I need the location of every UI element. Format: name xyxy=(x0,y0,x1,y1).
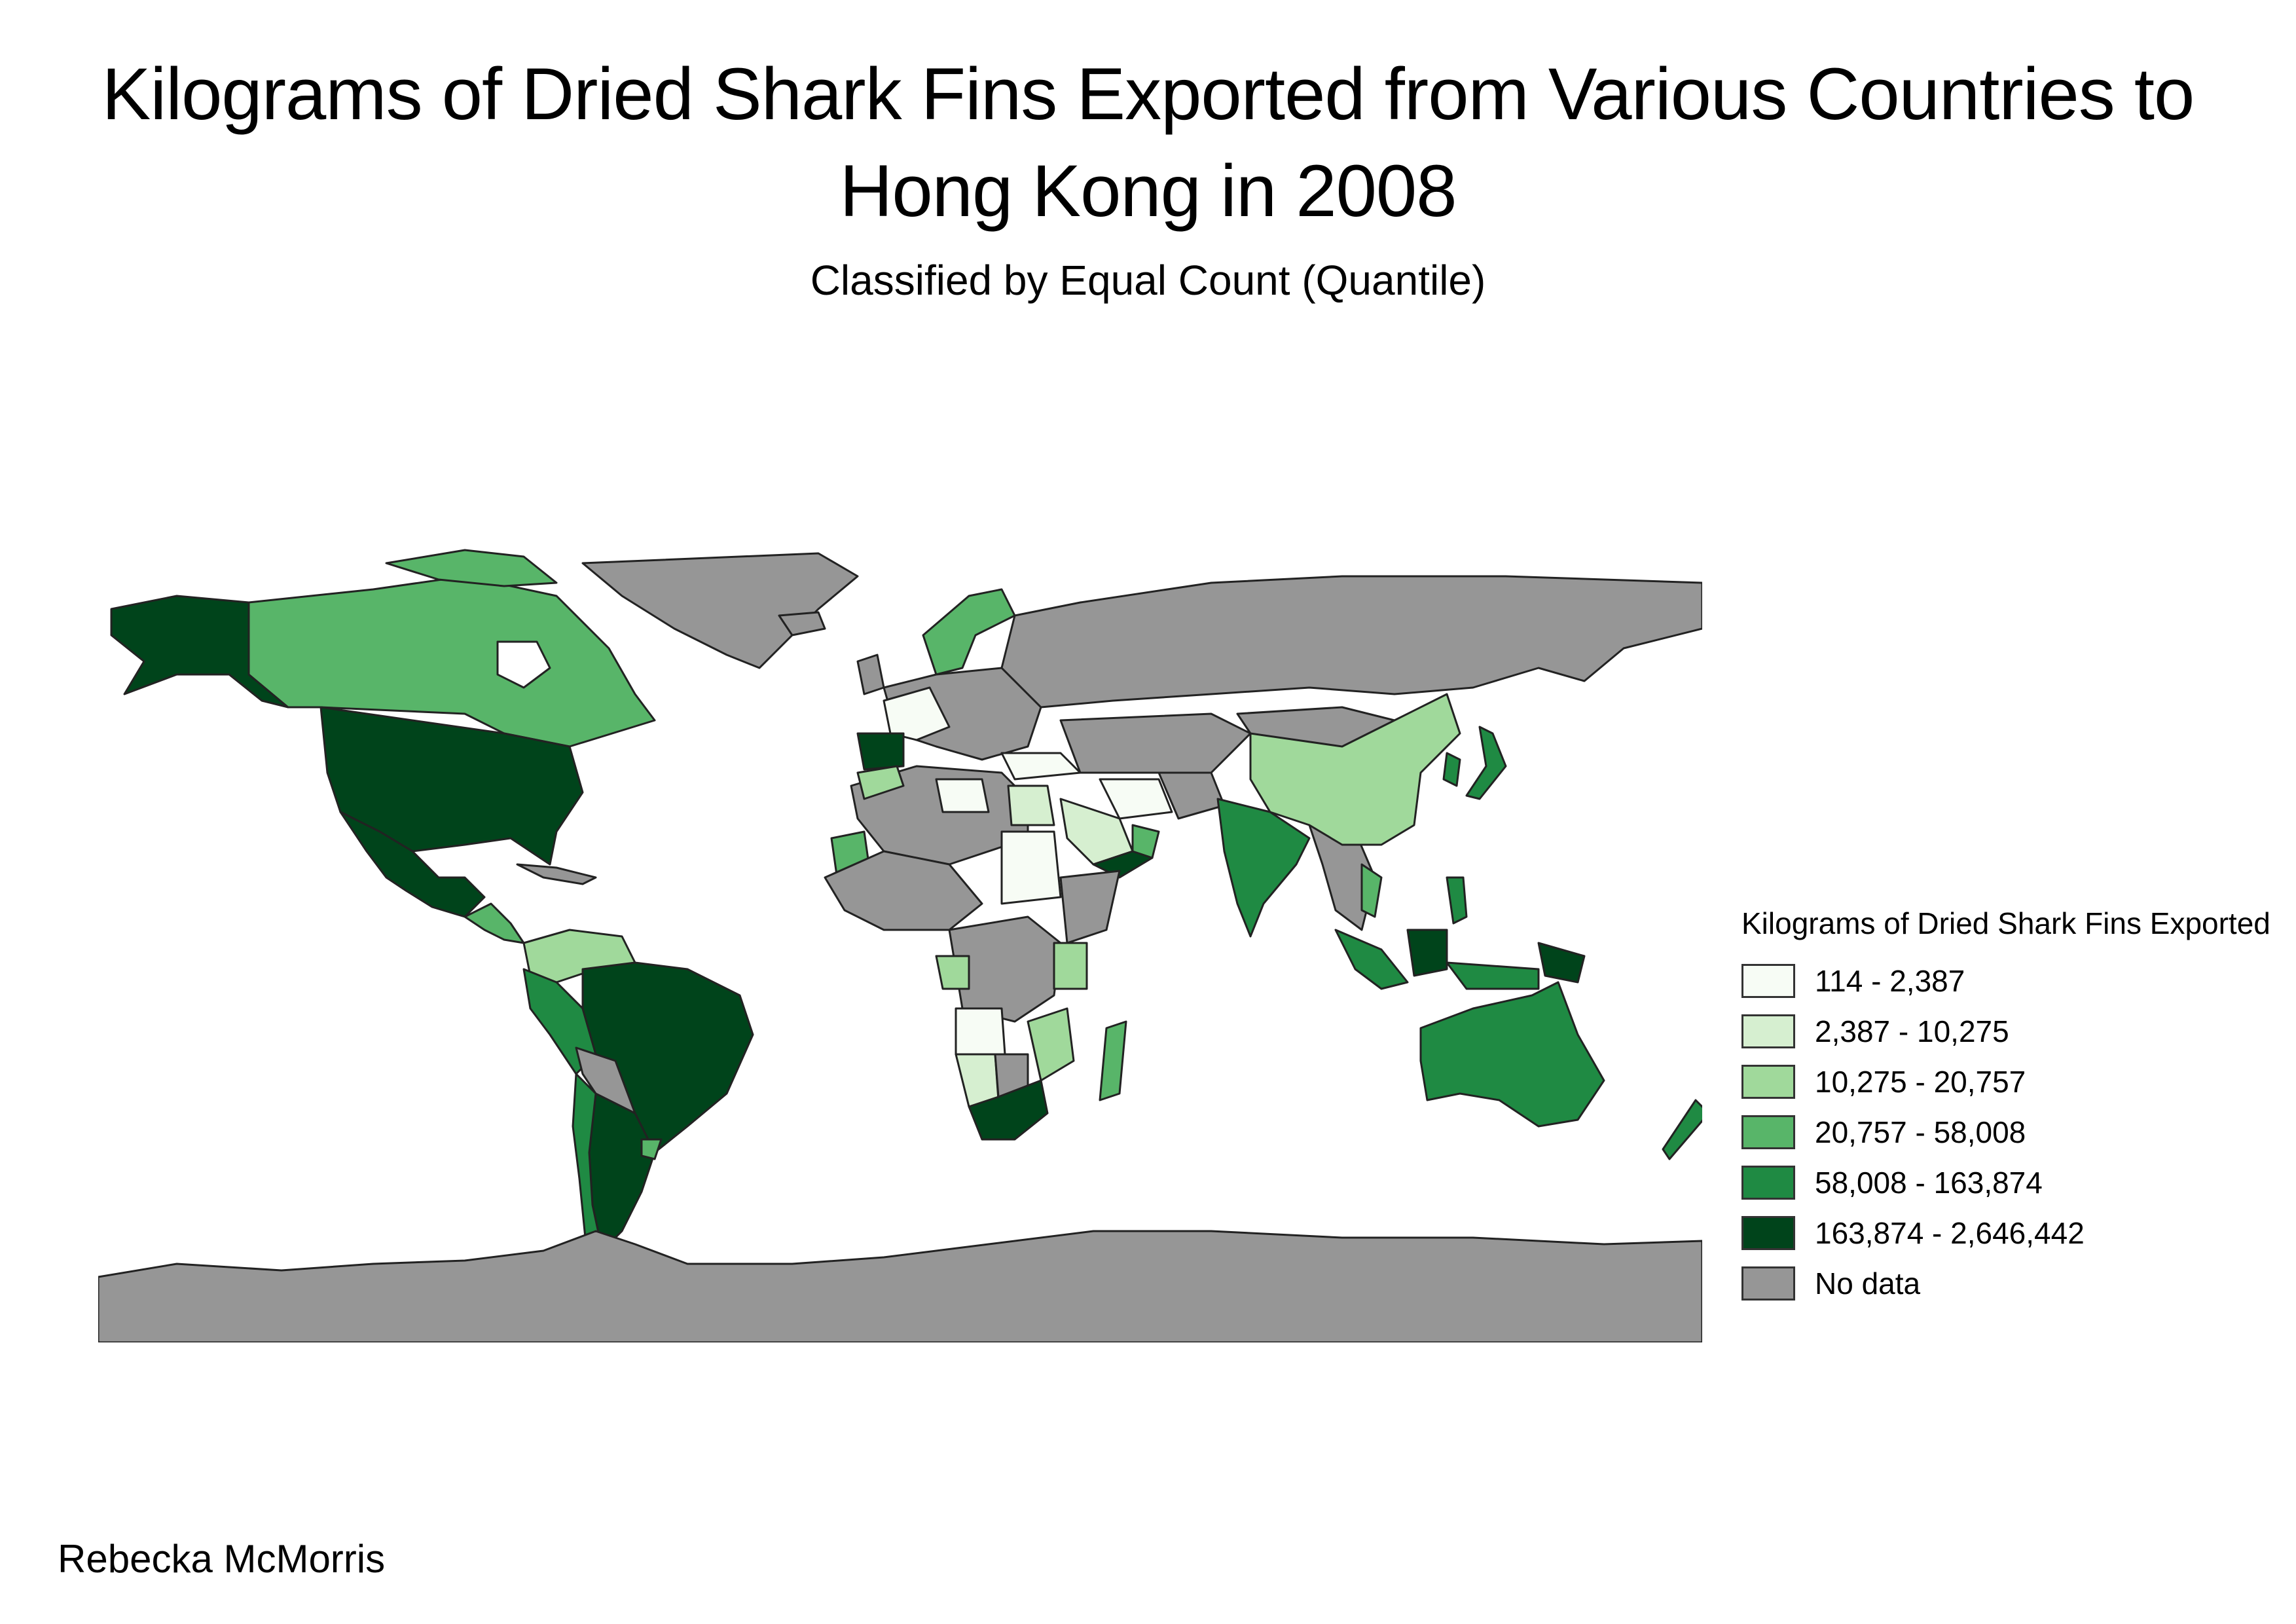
region-vietnam xyxy=(1360,863,1383,918)
region-congo xyxy=(935,955,970,990)
region-france-germany xyxy=(883,686,951,741)
legend-swatch xyxy=(1741,1216,1795,1250)
legend-label: 58,008 - 163,874 xyxy=(1815,1166,2043,1200)
region-papua xyxy=(1537,942,1586,984)
region-china xyxy=(1249,693,1461,846)
legend-label: 163,874 - 2,646,442 xyxy=(1815,1216,2085,1250)
legend-swatch xyxy=(1741,1065,1795,1099)
region-turkey xyxy=(1000,752,1082,781)
region-indonesia-east xyxy=(1446,961,1540,990)
legend-swatch xyxy=(1741,964,1795,998)
region-egypt xyxy=(1007,784,1055,826)
region-greenland xyxy=(581,552,859,669)
legend-label: 10,275 - 20,757 xyxy=(1815,1065,2026,1099)
region-arctic-islands xyxy=(385,549,558,587)
region-madagascar xyxy=(1099,1020,1127,1101)
region-borneo xyxy=(1406,929,1448,977)
region-ethiopia-somalia xyxy=(1059,870,1121,944)
region-japan xyxy=(1465,726,1507,800)
legend-swatch xyxy=(1741,1166,1795,1200)
legend-item: No data xyxy=(1741,1264,2278,1303)
region-central-america xyxy=(464,902,525,944)
region-alaska xyxy=(110,595,289,709)
legend-swatch xyxy=(1741,1014,1795,1048)
legend-item: 58,008 - 163,874 xyxy=(1741,1163,2278,1202)
legend-swatch xyxy=(1741,1266,1795,1301)
region-russia xyxy=(1000,575,1702,709)
region-india xyxy=(1216,798,1311,938)
legend-item: 10,275 - 20,757 xyxy=(1741,1062,2278,1101)
region-iran xyxy=(1099,778,1173,820)
legend-title: Kilograms of Dried Shark Fins Exported xyxy=(1741,906,2270,940)
region-scandinavia xyxy=(922,588,1016,676)
legend-label: 20,757 - 58,008 xyxy=(1815,1115,2026,1149)
region-canada xyxy=(247,575,656,748)
map-subtitle: Classified by Equal Count (Quantile) xyxy=(810,257,1486,304)
region-australia xyxy=(1419,981,1605,1128)
region-iceland xyxy=(778,611,826,637)
region-uruguay xyxy=(640,1138,663,1160)
legend-item: 20,757 - 58,008 xyxy=(1741,1113,2278,1152)
region-caribbean xyxy=(516,863,597,885)
region-central-asia xyxy=(1059,712,1252,774)
region-philippines xyxy=(1446,876,1468,925)
region-mexico xyxy=(339,811,486,918)
region-morocco xyxy=(856,765,905,800)
legend-item: 114 - 2,387 xyxy=(1741,961,2278,1001)
region-canada-hudson-bay xyxy=(496,640,551,689)
legend-swatch xyxy=(1741,1115,1795,1149)
region-kenya-tanzania xyxy=(1053,942,1088,990)
map-legend: Kilograms of Dried Shark Fins Exported 1… xyxy=(1741,904,2278,1301)
region-oman xyxy=(1131,824,1160,859)
region-spain xyxy=(856,732,905,771)
region-korea xyxy=(1442,752,1461,787)
region-southern-africa-east xyxy=(1027,1007,1075,1082)
legend-label: No data xyxy=(1815,1266,1921,1301)
legend-item: 2,387 - 10,275 xyxy=(1741,1012,2278,1051)
region-libya xyxy=(935,778,990,813)
region-malaysia-indonesia xyxy=(1334,929,1409,990)
map-title: Kilograms of Dried Shark Fins Exported f… xyxy=(101,53,2195,232)
region-new-zealand xyxy=(1662,1099,1702,1160)
legend-label: 2,387 - 10,275 xyxy=(1815,1014,2009,1048)
region-angola xyxy=(955,1007,1006,1056)
region-west-africa xyxy=(824,850,983,931)
region-uk xyxy=(856,654,885,695)
region-sudan xyxy=(1000,830,1062,905)
author-credit: Rebecka McMorris xyxy=(58,1537,386,1581)
region-south-africa xyxy=(968,1079,1049,1141)
world-map xyxy=(98,549,1702,1342)
legend-item: 163,874 - 2,646,442 xyxy=(1741,1213,2278,1253)
region-antarctica xyxy=(98,1230,1702,1342)
legend-label: 114 - 2,387 xyxy=(1815,964,1965,998)
